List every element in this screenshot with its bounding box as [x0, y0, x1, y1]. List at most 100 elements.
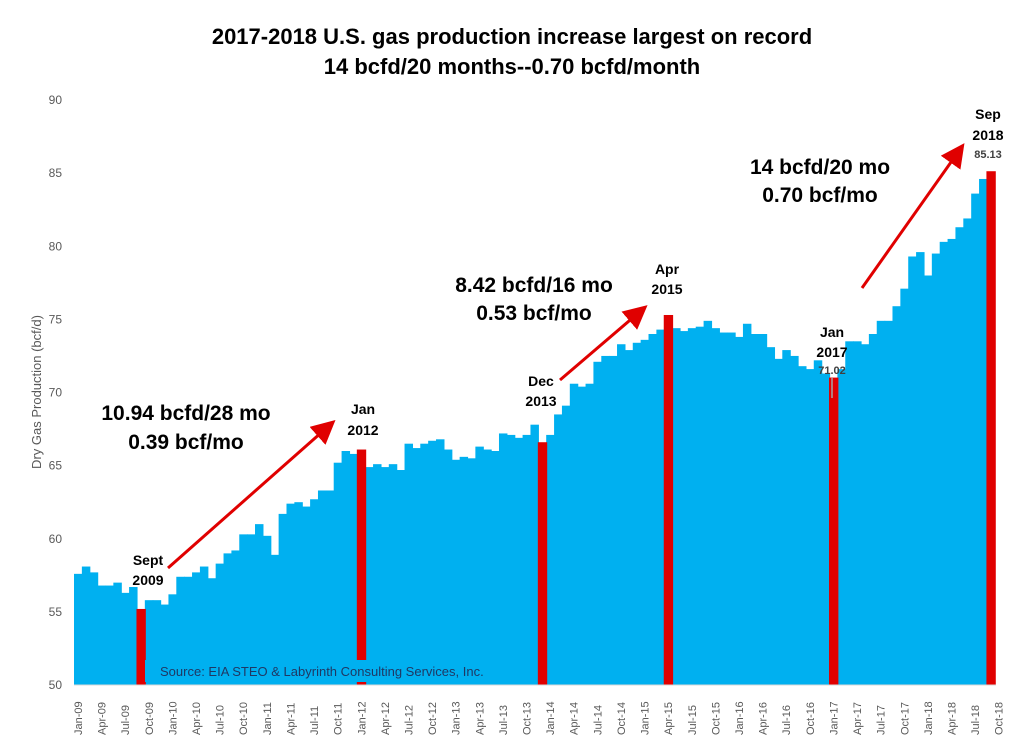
- bar-Aug-15: [695, 326, 705, 685]
- annotation-2013-rate-2: 0.53 bcf/mo: [476, 302, 592, 325]
- value-sep-2018: 85.13: [974, 149, 1002, 161]
- label-dec-2013-year: 2013: [525, 393, 556, 409]
- y-axis-label: Dry Gas Production (bcf/d): [29, 315, 44, 469]
- bar-Oct-16: [805, 369, 815, 685]
- annotation-2009-rate-1: 10.94 bcfd/28 mo: [101, 402, 270, 425]
- bar-Sep-12: [420, 443, 429, 685]
- x-tick-label: Apr-15: [663, 702, 675, 735]
- annotation-2013-rate-1: 8.42 bcfd/16 mo: [455, 274, 613, 297]
- x-tick-label: Jul-13: [498, 705, 510, 735]
- bar-Nov-14: [624, 350, 634, 685]
- bar-May-10: [199, 566, 209, 685]
- x-tick-label: Jul-18: [970, 705, 982, 735]
- bar-Dec-11: [349, 453, 358, 685]
- value-jan-2017: 71.02: [818, 365, 846, 377]
- x-tick-label: Apr-18: [947, 702, 959, 735]
- x-tick-label: Jan-11: [262, 702, 274, 735]
- x-tick-label: Jan-17: [828, 701, 840, 735]
- bar-Dec-12: [443, 449, 453, 685]
- bar-May-18: [955, 227, 964, 686]
- bar-Dec-14: [632, 342, 642, 685]
- bar-May-11: [294, 502, 303, 685]
- bar-Oct-17: [900, 288, 909, 685]
- bar-Oct-09: [144, 600, 154, 685]
- bar-Jul-09: [121, 592, 130, 685]
- x-tick-label: Apr-14: [569, 702, 581, 735]
- bar-Jan-09: [74, 573, 83, 685]
- bar-Apr-10: [192, 572, 201, 685]
- bar-Jan-18: [923, 275, 933, 685]
- bar-Jan-10: [168, 594, 177, 685]
- x-tick-label: Apr-12: [380, 702, 392, 735]
- label-sep-2018: Sep: [975, 106, 1001, 122]
- bar-Jun-11: [302, 506, 311, 685]
- label-sep-2018-year: 2018: [972, 127, 1003, 143]
- bar-Jan-13: [451, 459, 461, 685]
- bar-Jun-18: [963, 218, 972, 685]
- bar-Dec-17: [916, 252, 925, 685]
- source-box: [145, 660, 495, 682]
- bar-Feb-16: [742, 323, 752, 685]
- bar-Sep-10: [231, 550, 240, 685]
- label-apr-2015-year: 2015: [651, 281, 682, 297]
- x-tick-label: Apr-17: [852, 702, 864, 735]
- bar-Apr-12: [380, 467, 390, 685]
- bar-May-13: [483, 449, 492, 685]
- highlight-bar-Jan-12: [356, 449, 367, 685]
- highlight-bar-Sep-09: [136, 608, 146, 685]
- bar-Nov-13: [530, 424, 539, 685]
- bar-Sep-17: [892, 306, 901, 685]
- x-tick-label: Apr-10: [191, 702, 203, 735]
- x-tick-label: Jan-16: [734, 701, 746, 735]
- bar-Aug-10: [223, 553, 232, 685]
- x-tick-label: Jan-10: [167, 701, 179, 735]
- x-tick-label: Oct-18: [994, 702, 1006, 735]
- source-note: Source: EIA STEO & Labyrinth Consulting …: [160, 664, 484, 679]
- highlight-bar-Jan-17: [829, 377, 839, 685]
- bar-Oct-12: [428, 440, 437, 685]
- x-tick-label: Oct-13: [522, 702, 534, 735]
- bar-Apr-11: [286, 503, 295, 685]
- label-jan-2012: Jan: [351, 401, 375, 417]
- bar-Feb-17: [837, 369, 846, 685]
- y-tick-label: 55: [49, 605, 63, 619]
- bar-Feb-12: [365, 467, 374, 685]
- y-tick-label: 50: [49, 678, 63, 692]
- y-tick-label: 90: [49, 93, 63, 107]
- x-tick-label: Jul-12: [403, 705, 415, 735]
- bar-Apr-09: [97, 585, 107, 685]
- bar-Jun-15: [679, 331, 689, 685]
- bar-Jan-11: [262, 535, 272, 685]
- bar-Oct-11: [333, 462, 343, 685]
- bar-Nov-10: [247, 534, 256, 685]
- bar-Jul-13: [498, 433, 508, 685]
- bars: [74, 171, 996, 686]
- bar-Dec-16: [821, 373, 831, 685]
- y-tick-label: 75: [49, 312, 63, 326]
- x-tick-label: Oct-15: [710, 702, 722, 735]
- x-tick-label: Jul-15: [687, 705, 699, 735]
- bar-Mar-11: [278, 513, 288, 685]
- label-dec-2013: Dec: [528, 373, 554, 389]
- chart-title-line-2: 14 bcfd/20 months--0.70 bcfd/month: [324, 54, 701, 79]
- bar-Feb-18: [931, 253, 941, 685]
- x-tick-label: Oct-14: [616, 702, 628, 735]
- bar-Jul-15: [687, 328, 697, 685]
- bar-Dec-09: [160, 604, 170, 685]
- bar-Jun-14: [585, 383, 595, 685]
- x-tick-label: Jul-09: [120, 705, 132, 735]
- bar-Mar-13: [467, 458, 476, 685]
- bar-Nov-15: [719, 332, 728, 685]
- y-axis-ticks: 50 55 60 65 70 75 80 85 90: [49, 93, 63, 692]
- x-tick-label: Jan-12: [356, 701, 368, 735]
- bar-Jul-14: [593, 361, 602, 685]
- bar-Jul-18: [971, 193, 980, 685]
- x-tick-label: Oct-17: [899, 702, 911, 735]
- label-apr-2015: Apr: [655, 261, 680, 277]
- bar-Apr-13: [475, 446, 484, 685]
- bar-Nov-17: [908, 256, 917, 685]
- chart-title-line-1: 2017-2018 U.S. gas production increase l…: [212, 24, 812, 49]
- x-tick-label: Oct-09: [144, 702, 156, 735]
- label-jan-2017-year: 2017: [816, 344, 847, 360]
